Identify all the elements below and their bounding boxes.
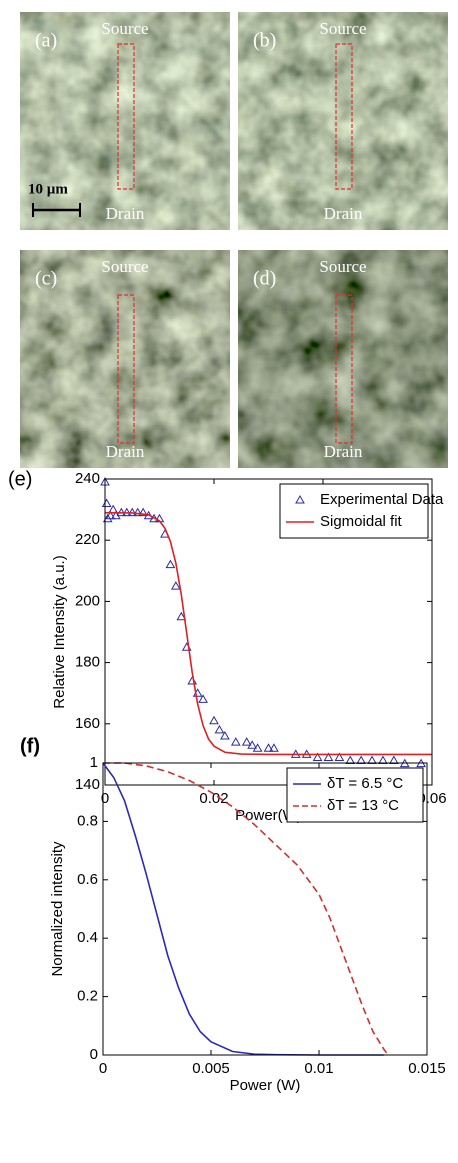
- series-line: [103, 762, 389, 1056]
- y-tick-label: 0: [90, 1046, 98, 1063]
- drain-label: Drain: [106, 204, 145, 223]
- drain-label: Drain: [324, 204, 363, 223]
- micrograph: [20, 250, 230, 468]
- y-tick-label: 180: [75, 654, 100, 671]
- source-label: Source: [101, 19, 148, 38]
- data-point: [132, 507, 143, 517]
- data-point: [263, 743, 274, 752]
- x-tick-label: 0: [99, 1060, 107, 1077]
- panel-label: (b): [253, 30, 276, 52]
- data-point: [367, 755, 377, 765]
- data-point: [187, 675, 198, 685]
- data-point: [345, 755, 356, 765]
- panel-label: (a): [35, 30, 57, 52]
- source-label: Source: [319, 257, 366, 276]
- y-tick-label: 0.6: [77, 871, 98, 888]
- panel-label: (c): [35, 268, 57, 290]
- scale-bar-label: 10 µm: [28, 181, 68, 197]
- panel-label: (d): [253, 268, 276, 290]
- data-point: [388, 755, 399, 765]
- channel-outline: [335, 43, 353, 190]
- data-point: [220, 731, 230, 740]
- panel-label: (e): [8, 468, 32, 490]
- x-axis-label: Power(W): [235, 807, 302, 824]
- data-point: [170, 581, 181, 590]
- legend-label: Experimental Data: [320, 491, 444, 508]
- data-point: [101, 498, 112, 507]
- x-tick-label: 0.015: [408, 1060, 446, 1077]
- legend-box: [286, 767, 424, 823]
- y-axis-label: Relative Intensity (a.u.): [51, 555, 68, 708]
- y-tick-label: 0.2: [77, 988, 98, 1005]
- y-tick-label: 200: [75, 592, 100, 609]
- y-tick-label: 160: [75, 715, 100, 732]
- x-tick-label: 0.02: [199, 790, 228, 807]
- data-point: [356, 755, 367, 765]
- x-tick-label: 0.005: [192, 1060, 230, 1077]
- data-point: [247, 740, 258, 749]
- legend-marker: [295, 494, 305, 504]
- drain-label: Drain: [106, 442, 145, 461]
- y-tick-label: 0.4: [77, 929, 98, 946]
- data-point: [214, 724, 225, 734]
- y-tick-label: 0.8: [77, 812, 98, 829]
- y-axis-label: Normalized intensity: [49, 841, 66, 977]
- channel-outline: [335, 294, 353, 444]
- legend-box: [279, 483, 429, 539]
- source-label: Source: [319, 19, 366, 38]
- micrograph: [238, 12, 448, 230]
- y-tick-label: 220: [75, 531, 100, 548]
- channel-outline: [117, 43, 135, 190]
- y-tick-label: 240: [75, 470, 100, 487]
- data-point: [198, 694, 208, 703]
- source-label: Source: [101, 257, 148, 276]
- drain-label: Drain: [324, 442, 363, 461]
- series-line: [102, 762, 384, 1056]
- panel-label: (f): [20, 735, 40, 757]
- data-point: [105, 510, 116, 520]
- x-tick-label: 0: [101, 790, 109, 807]
- legend-label: Sigmoidal fit: [320, 513, 403, 530]
- micrograph: [20, 12, 230, 230]
- data-point: [312, 752, 323, 761]
- plot-frame: [102, 762, 428, 1056]
- data-point: [269, 743, 279, 752]
- y-tick-label: 1: [90, 754, 98, 771]
- data-point: [138, 507, 149, 517]
- x-tick-label: 0.01: [304, 1060, 333, 1077]
- x-axis-label: Power (W): [230, 1077, 301, 1094]
- data-point: [165, 559, 176, 569]
- data-point: [378, 755, 388, 765]
- x-tick-label: 0.06: [417, 790, 446, 807]
- data-point: [252, 743, 263, 752]
- data-point: [209, 715, 219, 725]
- data-point: [323, 752, 334, 761]
- data-point: [230, 737, 241, 746]
- series-line: [104, 511, 432, 756]
- data-point: [334, 752, 345, 761]
- y-tick-label: 140: [75, 776, 100, 793]
- plot-frame: [104, 478, 433, 786]
- micrograph: [238, 250, 448, 468]
- legend-label: δT = 13 °C: [327, 797, 399, 814]
- legend-label: δT = 6.5 °C: [327, 775, 403, 792]
- data-point: [176, 611, 187, 621]
- channel-outline: [117, 294, 135, 444]
- data-point: [241, 737, 252, 746]
